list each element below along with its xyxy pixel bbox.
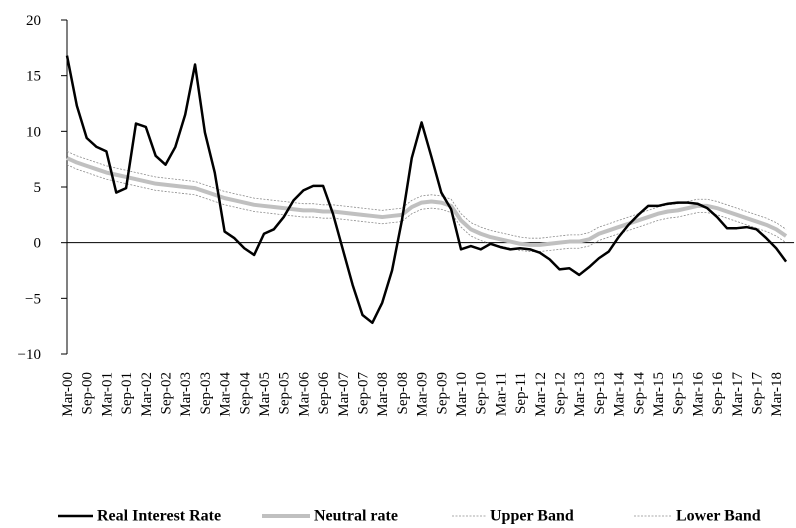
x-tick-label: Sep-12 [553, 372, 569, 415]
x-tick-label: Mar-01 [99, 372, 115, 417]
x-tick-label: Sep-11 [513, 372, 529, 414]
x-tick-label: Sep-02 [159, 372, 175, 415]
x-tick-label: Mar-09 [415, 372, 431, 417]
x-tick-label: Sep-10 [474, 372, 490, 415]
x-tick-label: Mar-06 [296, 372, 312, 417]
x-tick-label: Mar-08 [375, 372, 391, 417]
x-tick-label: Sep-17 [750, 372, 766, 415]
x-tick-label: Sep-06 [316, 372, 332, 415]
x-tick-label: Mar-10 [454, 372, 470, 417]
series-line [66, 156, 788, 247]
x-tick-label: Mar-04 [218, 372, 234, 417]
x-tick-label: Sep-04 [237, 372, 253, 415]
x-tick-label: Sep-08 [395, 372, 411, 415]
x-tick-label: Mar-11 [493, 372, 509, 416]
series-line [65, 55, 788, 325]
y-tick-label: 5 [34, 180, 42, 196]
x-tick-label: Mar-16 [690, 372, 706, 417]
x-tick-label: Sep-01 [119, 372, 135, 415]
series-line [66, 151, 787, 239]
x-tick-label: Sep-15 [671, 372, 687, 415]
y-tick-label: 0 [34, 236, 42, 252]
x-tick-label: Mar-00 [60, 372, 76, 417]
x-tick-label: Mar-17 [730, 372, 746, 417]
x-tick-label: Sep-09 [434, 372, 450, 415]
x-tick-label: Sep-13 [592, 372, 608, 415]
x-tick-label: Mar-13 [572, 372, 588, 417]
series-line [66, 164, 787, 252]
x-tick-label: Sep-16 [710, 372, 726, 415]
x-tick-label: Mar-12 [533, 372, 549, 417]
x-tick-label: Mar-05 [257, 372, 273, 417]
x-tick-label: Mar-02 [139, 372, 155, 417]
x-tick-label: Mar-07 [336, 372, 352, 417]
y-tick-label: 15 [26, 69, 41, 85]
x-tick-label: Mar-03 [178, 372, 194, 417]
x-tick-label: Sep-14 [631, 372, 647, 415]
x-tick-label: Mar-14 [612, 372, 628, 417]
y-tick-label: −5 [25, 291, 41, 307]
y-tick-label: 20 [26, 13, 41, 29]
legend-label: Upper Band [490, 508, 574, 525]
x-tick-label: Mar-15 [651, 372, 667, 417]
x-tick-label: Sep-00 [80, 372, 96, 415]
x-tick-label: Sep-03 [198, 372, 214, 415]
x-tick-label: Sep-07 [356, 372, 372, 415]
legend: Real Interest Rate Neutral rate Upper Band… [58, 508, 761, 525]
legend-label: Real Interest Rate [97, 508, 221, 525]
y-tick-label: 10 [26, 124, 41, 140]
x-tick-label: Mar-18 [769, 372, 785, 417]
x-tick-label: Sep-05 [277, 372, 293, 415]
y-tick-label: −10 [18, 347, 41, 363]
legend-label: Neutral rate [314, 508, 398, 525]
legend-label: Lower Band [676, 508, 761, 525]
